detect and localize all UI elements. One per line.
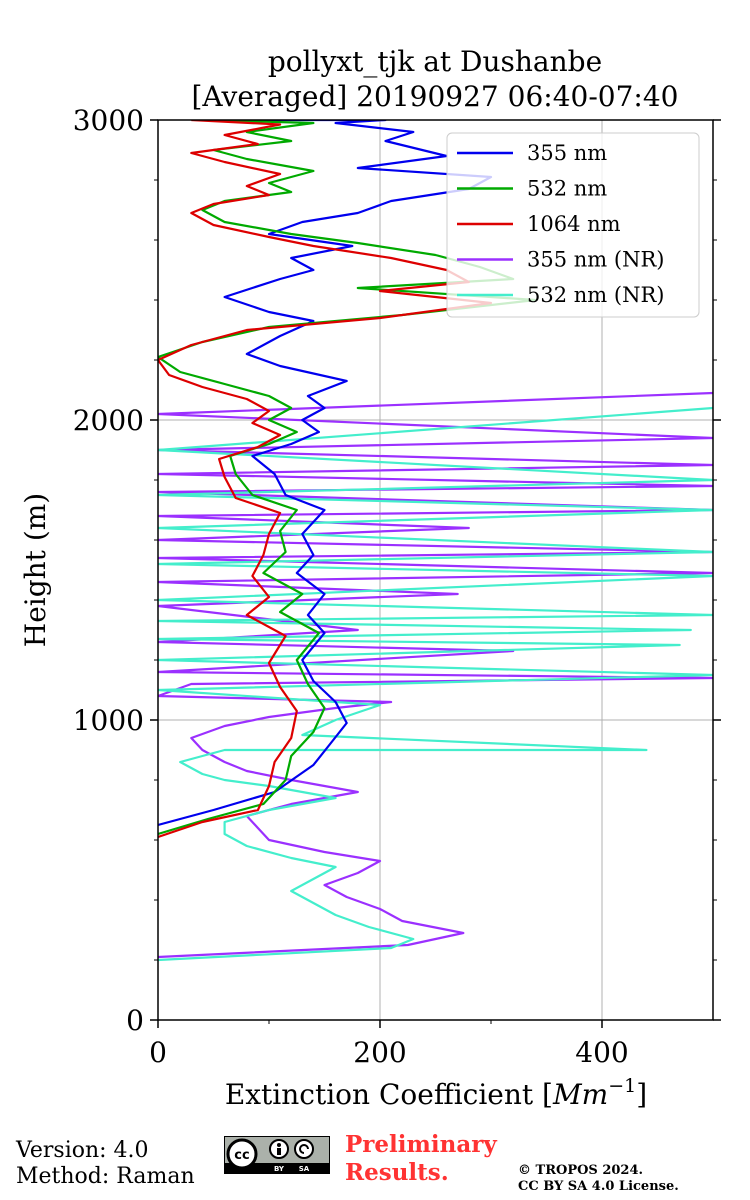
x-axis-label-text: Extinction Coefficient [ (225, 1078, 553, 1111)
legend-label-2: 1064 nm (527, 212, 621, 236)
sa-icon-arrow (299, 1144, 309, 1154)
y-axis-label: Height (m) (19, 493, 52, 647)
preliminary-line1: Preliminary (345, 1131, 497, 1158)
x-axis-label-end: ] (636, 1078, 647, 1111)
by-icon-head (277, 1143, 281, 1147)
series-line-2 (158, 120, 493, 839)
x-tick-label-1: 200 (353, 1036, 406, 1069)
copyright-line2: CC BY SA 4.0 License. (518, 1179, 679, 1194)
footer-info: Version: 4.0 Method: Raman (16, 1138, 195, 1190)
preliminary-line2: Results. (345, 1159, 449, 1186)
version-text: Version: 4.0 (16, 1138, 149, 1163)
y-tick-label-3: 3000 (73, 104, 144, 137)
cc-icon-text: cc (234, 1148, 249, 1163)
x-tick-label-2: 400 (575, 1036, 628, 1069)
axis-tick-labels: 0 200 400 0 1000 2000 3000 (73, 104, 629, 1069)
legend-label-0: 355 nm (527, 141, 607, 165)
y-tick-label-2: 2000 (73, 404, 144, 437)
cc-badge-strip (225, 1163, 329, 1173)
axis-ticks (150, 119, 721, 1028)
x-axis-label-unit: Mm (552, 1078, 608, 1111)
series-line-3 (158, 391, 713, 959)
x-axis-label: Extinction Coefficient [Mm−1] (225, 1075, 647, 1111)
y-tick-label-0: 0 (126, 1004, 144, 1037)
preliminary-results-text: Preliminary Results. (345, 1131, 497, 1187)
chart: pollyxt_tjk at Dushanbe [Averaged] 20190… (19, 45, 721, 1111)
series-line-1 (158, 120, 537, 836)
method-text: Method: Raman (16, 1164, 195, 1189)
series-line-4 (158, 406, 713, 962)
legend-items: 355 nm 532 nm 1064 nm 355 nm (NR) 532 nm (NR… (457, 141, 664, 307)
plot-frame (157, 119, 714, 1021)
legend-label-4: 532 nm (NR) (527, 283, 664, 307)
by-label: BY (274, 1165, 285, 1173)
copyright-text: © TROPOS 2024. CC BY SA 4.0 License. (518, 1163, 679, 1195)
by-icon-body (277, 1148, 281, 1155)
legend-label-3: 355 nm (NR) (527, 248, 664, 272)
sa-label: SA (299, 1165, 310, 1173)
cc-by-sa-badge: cc BY SA (224, 1136, 330, 1174)
chart-title-line2: [Averaged] 20190927 06:40-07:40 (192, 80, 679, 113)
legend: 355 nm 532 nm 1064 nm 355 nm (NR) 532 nm (NR… (446, 132, 700, 318)
legend-box (446, 132, 700, 318)
cc-icon (226, 1138, 258, 1170)
x-axis-label-exp: −1 (608, 1075, 636, 1097)
legend-label-1: 532 nm (527, 177, 607, 201)
sa-icon (294, 1139, 314, 1159)
copyright-line1: © TROPOS 2024. (518, 1163, 644, 1178)
x-tick-label-0: 0 (149, 1036, 167, 1069)
y-tick-label-1: 1000 (73, 704, 144, 737)
chart-title-line1: pollyxt_tjk at Dushanbe (268, 45, 602, 78)
